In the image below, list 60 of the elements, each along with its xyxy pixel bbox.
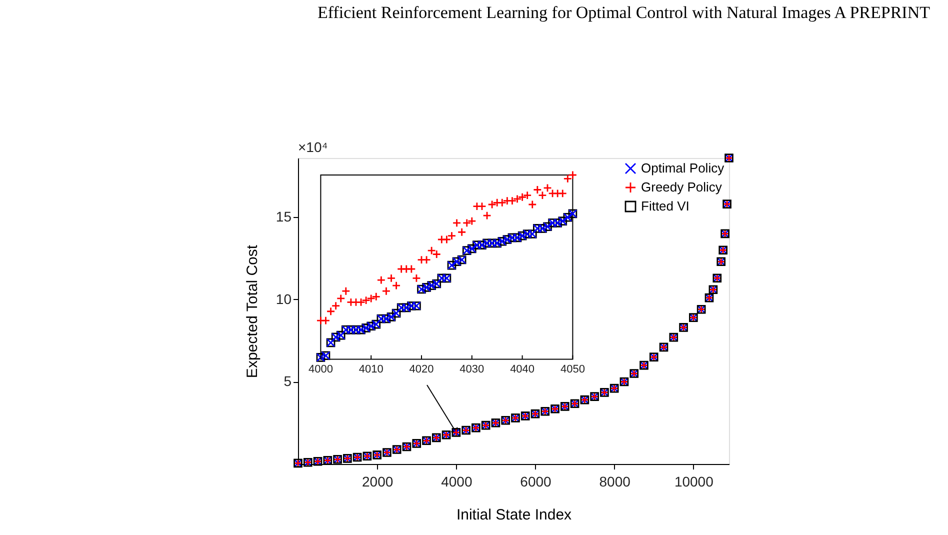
point (498, 198, 507, 208)
x-tick-label: 4020 (409, 363, 434, 376)
point (522, 190, 532, 200)
point (382, 286, 391, 296)
point (442, 235, 452, 244)
point (392, 281, 401, 290)
point (467, 216, 476, 226)
point (553, 189, 562, 198)
legend-label: Optimal Policy (641, 160, 725, 176)
point (386, 274, 396, 283)
point (362, 296, 370, 305)
x-tick-label: 4040 (510, 363, 535, 376)
y-axis-title: Expected Total Cost (244, 244, 261, 378)
y-tick-label: 10 (276, 290, 292, 307)
x-tick-label: 4030 (460, 363, 484, 376)
point (422, 255, 431, 264)
point (376, 276, 386, 284)
text: Efficient Reinforcement Learning for Optimal Control with Natural Images A PREPRINT (318, 3, 931, 22)
x-tick-label: 4000 (308, 363, 333, 376)
point (352, 298, 360, 307)
point (568, 170, 578, 180)
x-tick-label: 4000 (441, 474, 472, 490)
point (558, 189, 568, 198)
x-tick-label: 4010 (358, 363, 384, 376)
y-tick-label: 5 (284, 373, 292, 390)
point (462, 218, 472, 228)
x-axis-title: Initial State Index (456, 506, 572, 524)
x-tick-label: 2000 (362, 474, 394, 490)
point (412, 274, 421, 283)
point (341, 286, 350, 296)
point (508, 196, 517, 206)
point (366, 294, 376, 303)
point (321, 316, 330, 326)
point (447, 231, 456, 240)
point (346, 298, 356, 307)
point (478, 202, 486, 211)
point (457, 228, 466, 237)
y-tick-label: 15 (276, 208, 292, 225)
point (528, 200, 537, 209)
point (563, 174, 572, 184)
x-tick-label: 6000 (520, 474, 552, 490)
x-tick-label: 10000 (674, 474, 714, 490)
point (417, 255, 426, 264)
text: ×10⁴ (298, 139, 328, 155)
point (326, 306, 336, 316)
point (356, 298, 366, 307)
legend-label: Fitted VI (641, 198, 690, 214)
legend-label: Greedy Policy (641, 180, 722, 194)
x-tick-label: 8000 (599, 474, 631, 490)
point (488, 200, 496, 209)
point (518, 192, 527, 202)
x-tick-label: 4050 (560, 363, 585, 376)
point (452, 218, 462, 228)
point (512, 194, 522, 204)
point (331, 301, 340, 310)
point (472, 202, 482, 211)
point (372, 292, 381, 302)
point (482, 211, 492, 220)
point (407, 264, 416, 274)
point (336, 294, 346, 303)
